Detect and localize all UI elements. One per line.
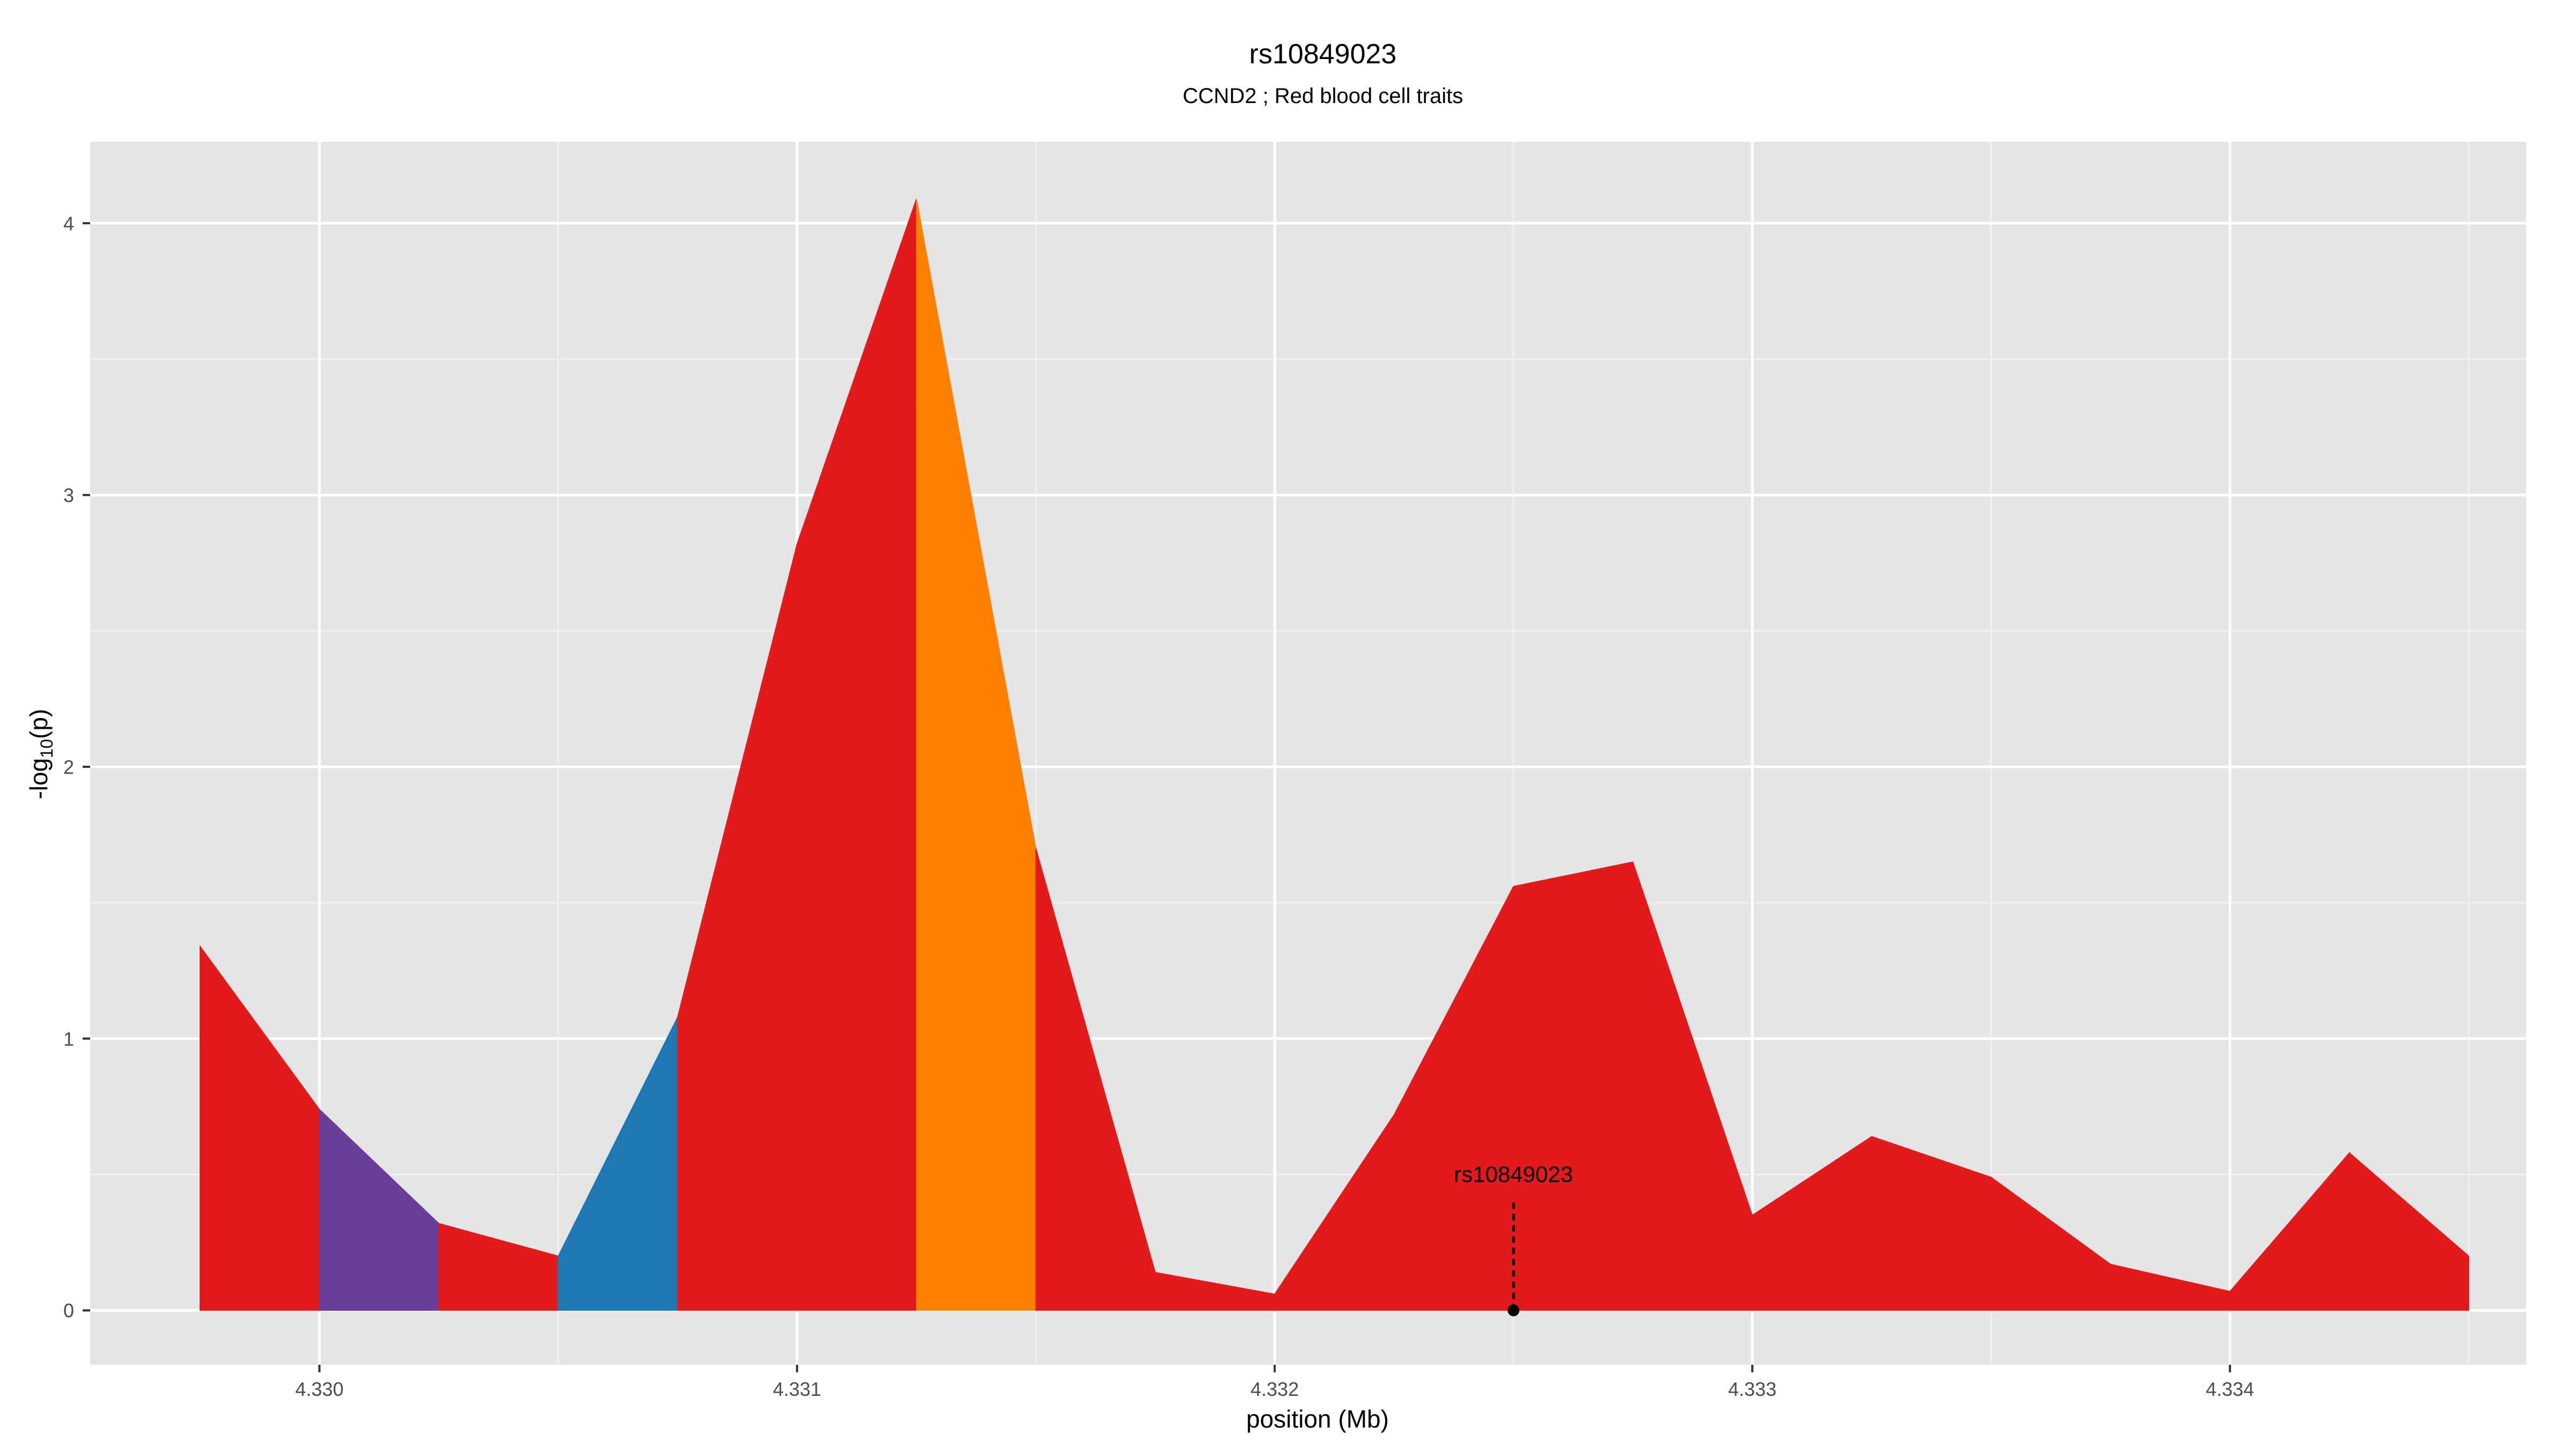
annotation: rs10849023 <box>1454 1161 1573 1316</box>
x-tick-label: 4.332 <box>1250 1378 1299 1400</box>
annotation-label: rs10849023 <box>1454 1161 1573 1187</box>
y-axis-title-end: (p) <box>25 709 53 739</box>
x-tick-label: 4.334 <box>2206 1378 2254 1400</box>
y-axis-title: -log10(p) <box>25 709 56 800</box>
x-tick-label: 4.330 <box>295 1378 343 1400</box>
chart-subtitle: CCND2 ; Red blood cell traits <box>1183 84 1463 108</box>
chart-title: rs10849023 <box>1249 39 1397 70</box>
x-tick-label: 4.331 <box>773 1378 821 1400</box>
y-tick-label: 0 <box>63 1300 74 1322</box>
x-axis-title: position (Mb) <box>1246 1405 1389 1433</box>
y-tick-label: 4 <box>63 213 74 235</box>
annotation-point <box>1507 1304 1520 1316</box>
y-tick-label: 3 <box>63 484 74 506</box>
y-axis-title-sub: 10 <box>37 739 56 758</box>
area-segment <box>1513 861 1634 1311</box>
y-tick-label: 1 <box>63 1028 74 1050</box>
grid-major <box>90 142 2526 1365</box>
y-axis: 0 1 2 3 4 <box>63 213 90 1322</box>
plot-panel <box>90 142 2526 1365</box>
area-segment <box>2348 1152 2469 1311</box>
area-series <box>199 199 2469 1311</box>
y-tick-label: 2 <box>63 756 74 778</box>
x-tick-label: 4.333 <box>1728 1378 1776 1400</box>
y-axis-title-main: -log <box>25 758 53 800</box>
x-axis: 4.330 4.331 4.332 4.333 4.334 <box>295 1365 2254 1400</box>
grid-minor <box>90 142 2526 1365</box>
